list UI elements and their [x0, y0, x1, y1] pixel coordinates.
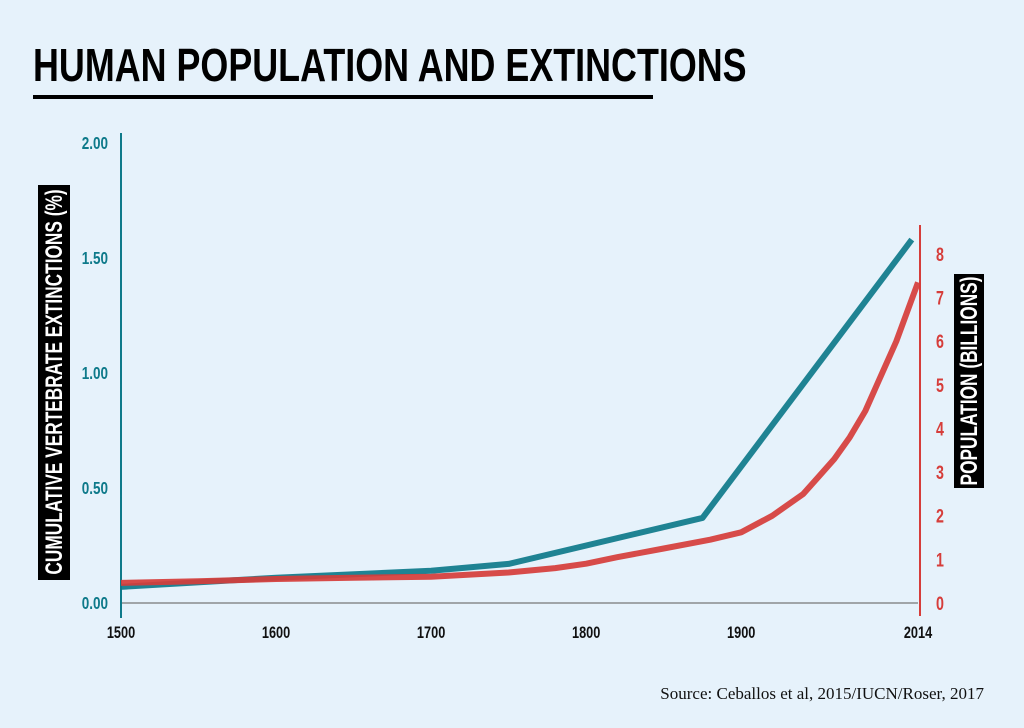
source-note: Source: Ceballos et al, 2015/IUCN/Roser,…	[660, 684, 984, 703]
right-tick-label: 4	[936, 419, 944, 440]
chart-title: HUMAN POPULATION AND EXTINCTIONS	[33, 39, 747, 91]
left-axis-label-box: CUMULATIVE VERTEBRATE EXTINCTIONS (%)	[38, 185, 70, 580]
right-axis-label-box: POPULATION (BILLIONS)	[954, 274, 984, 488]
x-tick-label: 1800	[572, 623, 600, 642]
right-tick-label: 5	[936, 375, 944, 396]
right-tick-label: 7	[936, 288, 944, 309]
right-tick-label: 6	[936, 331, 944, 352]
x-tick-label: 1700	[417, 623, 445, 642]
x-tick-label: 1900	[727, 623, 755, 642]
right-tick-label: 1	[936, 549, 944, 570]
x-tick-label: 1500	[107, 623, 135, 642]
left-tick-label: 1.50	[82, 249, 108, 268]
right-tick-label: 0	[936, 593, 944, 614]
right-tick-label: 2	[936, 506, 944, 527]
left-tick-label: 0.50	[82, 479, 108, 498]
left-tick-label: 1.00	[82, 364, 108, 383]
right-axis-label: POPULATION (BILLIONS)	[956, 277, 982, 486]
left-axis-label: CUMULATIVE VERTEBRATE EXTINCTIONS (%)	[41, 189, 67, 574]
right-tick-label: 3	[936, 462, 944, 483]
right-tick-label: 8	[936, 244, 944, 265]
left-tick-label: 0.00	[82, 594, 108, 613]
extinctions-line	[120, 237, 915, 590]
population-line	[120, 281, 921, 586]
left-tick-label: 2.00	[82, 134, 108, 153]
x-tick-label: 2014	[904, 623, 933, 642]
title-underline	[33, 95, 653, 99]
x-tick-label: 1600	[262, 623, 290, 642]
